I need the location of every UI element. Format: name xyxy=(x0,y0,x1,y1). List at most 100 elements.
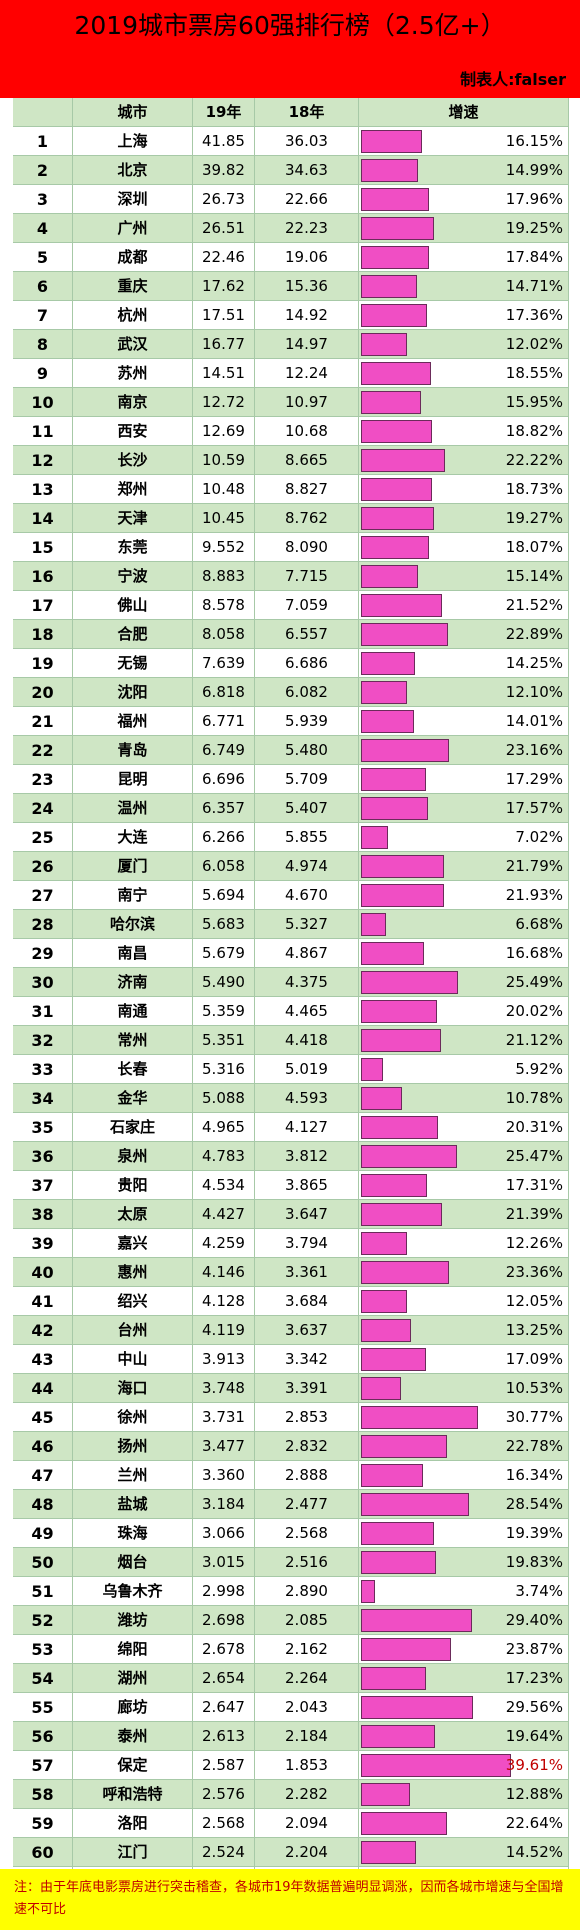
box-office-2019-cell: 4.128 xyxy=(193,1287,255,1316)
growth-bar-cell xyxy=(359,185,569,214)
box-office-2018-cell: 10.97 xyxy=(255,388,359,417)
growth-label: 10.78% xyxy=(505,1089,563,1107)
table-row: 31 南通 5.359 4.465 20.02% xyxy=(13,997,569,1026)
table-row: 50 烟台 3.015 2.516 19.83% xyxy=(13,1548,569,1577)
growth-bar xyxy=(361,1232,407,1255)
growth-bar xyxy=(361,449,445,472)
box-office-2018-cell: 3.361 xyxy=(255,1258,359,1287)
city-cell: 济南 xyxy=(73,968,193,997)
box-office-2019-cell: 8.578 xyxy=(193,591,255,620)
growth-bar xyxy=(361,1000,437,1023)
box-office-2018-cell: 4.593 xyxy=(255,1084,359,1113)
box-office-2018-cell: 6.082 xyxy=(255,678,359,707)
table-row: 53 绵阳 2.678 2.162 23.87% xyxy=(13,1635,569,1664)
rank-cell: 59 xyxy=(13,1809,73,1838)
growth-bar xyxy=(361,275,417,298)
box-office-2018-cell: 8.762 xyxy=(255,504,359,533)
box-office-2019-cell: 17.62 xyxy=(193,272,255,301)
growth-label: 29.40% xyxy=(505,1611,563,1629)
growth-bar-cell xyxy=(359,1403,569,1432)
header-growth: 增速 xyxy=(359,98,569,127)
rank-cell: 33 xyxy=(13,1055,73,1084)
box-office-2019-cell: 5.490 xyxy=(193,968,255,997)
table-row: 32 常州 5.351 4.418 21.12% xyxy=(13,1026,569,1055)
table-row: 47 兰州 3.360 2.888 16.34% xyxy=(13,1461,569,1490)
growth-bar-cell xyxy=(359,388,569,417)
box-office-2018-cell: 3.865 xyxy=(255,1171,359,1200)
growth-label: 20.31% xyxy=(505,1118,563,1136)
growth-bar xyxy=(361,1638,451,1661)
rank-cell: 10 xyxy=(13,388,73,417)
growth-bar-cell xyxy=(359,1055,569,1084)
box-office-2019-cell: 2.576 xyxy=(193,1780,255,1809)
rank-cell: 23 xyxy=(13,765,73,794)
growth-label: 18.07% xyxy=(505,538,563,556)
growth-bar xyxy=(361,594,442,617)
box-office-2019-cell: 3.015 xyxy=(193,1548,255,1577)
rank-cell: 2 xyxy=(13,156,73,185)
box-office-2019-cell: 5.316 xyxy=(193,1055,255,1084)
growth-label: 6.68% xyxy=(515,915,563,933)
growth-bar xyxy=(361,1580,375,1603)
city-cell: 南通 xyxy=(73,997,193,1026)
growth-bar-cell xyxy=(359,1693,569,1722)
box-office-2018-cell: 2.890 xyxy=(255,1577,359,1606)
growth-bar xyxy=(361,1348,426,1371)
table-row: 34 金华 5.088 4.593 10.78% xyxy=(13,1084,569,1113)
box-office-2019-cell: 12.72 xyxy=(193,388,255,417)
box-office-2019-cell: 3.748 xyxy=(193,1374,255,1403)
growth-label: 22.89% xyxy=(505,625,563,643)
footnote: 注：由于年底电影票房进行突击稽查，各城市19年数据普遍明显调涨，因而各城市增速与… xyxy=(0,1869,580,1930)
box-office-2019-cell: 2.654 xyxy=(193,1664,255,1693)
growth-bar-cell xyxy=(359,504,569,533)
growth-label: 21.12% xyxy=(505,1031,563,1049)
table-row: 16 宁波 8.883 7.715 15.14% xyxy=(13,562,569,591)
city-cell: 苏州 xyxy=(73,359,193,388)
city-cell: 泉州 xyxy=(73,1142,193,1171)
growth-bar-cell xyxy=(359,1171,569,1200)
box-office-2019-cell: 6.771 xyxy=(193,707,255,736)
box-office-2019-cell: 2.568 xyxy=(193,1809,255,1838)
box-office-2018-cell: 36.03 xyxy=(255,127,359,156)
rank-cell: 41 xyxy=(13,1287,73,1316)
growth-label: 19.39% xyxy=(505,1524,563,1542)
city-cell: 南京 xyxy=(73,388,193,417)
growth-label: 23.16% xyxy=(505,741,563,759)
box-office-2018-cell: 4.375 xyxy=(255,968,359,997)
header-row: 城市 19年 18年 增速 xyxy=(13,98,569,127)
growth-bar-cell xyxy=(359,301,569,330)
rank-cell: 51 xyxy=(13,1577,73,1606)
growth-bar-cell xyxy=(359,330,569,359)
table-row: 12 长沙 10.59 8.665 22.22% xyxy=(13,446,569,475)
growth-bar-cell xyxy=(359,1519,569,1548)
growth-bar xyxy=(361,942,424,965)
city-cell: 廊坊 xyxy=(73,1693,193,1722)
box-office-2019-cell: 7.639 xyxy=(193,649,255,678)
city-cell: 江门 xyxy=(73,1838,193,1867)
rank-cell: 56 xyxy=(13,1722,73,1751)
table-row: 17 佛山 8.578 7.059 21.52% xyxy=(13,591,569,620)
growth-bar-cell xyxy=(359,1635,569,1664)
rank-cell: 49 xyxy=(13,1519,73,1548)
city-cell: 南宁 xyxy=(73,881,193,910)
box-office-2019-cell: 3.477 xyxy=(193,1432,255,1461)
growth-bar-cell xyxy=(359,620,569,649)
growth-label: 23.87% xyxy=(505,1640,563,1658)
box-office-2018-cell: 6.686 xyxy=(255,649,359,678)
growth-label: 19.27% xyxy=(505,509,563,527)
box-office-2019-cell: 4.965 xyxy=(193,1113,255,1142)
box-office-2018-cell: 3.637 xyxy=(255,1316,359,1345)
growth-label: 21.39% xyxy=(505,1205,563,1223)
city-cell: 合肥 xyxy=(73,620,193,649)
city-cell: 深圳 xyxy=(73,185,193,214)
growth-label: 12.88% xyxy=(505,1785,563,1803)
box-office-2019-cell: 5.359 xyxy=(193,997,255,1026)
growth-label: 12.26% xyxy=(505,1234,563,1252)
city-cell: 佛山 xyxy=(73,591,193,620)
box-office-2018-cell: 19.06 xyxy=(255,243,359,272)
table-row: 9 苏州 14.51 12.24 18.55% xyxy=(13,359,569,388)
rank-cell: 25 xyxy=(13,823,73,852)
rank-cell: 5 xyxy=(13,243,73,272)
growth-bar-cell xyxy=(359,707,569,736)
growth-bar xyxy=(361,1116,438,1139)
